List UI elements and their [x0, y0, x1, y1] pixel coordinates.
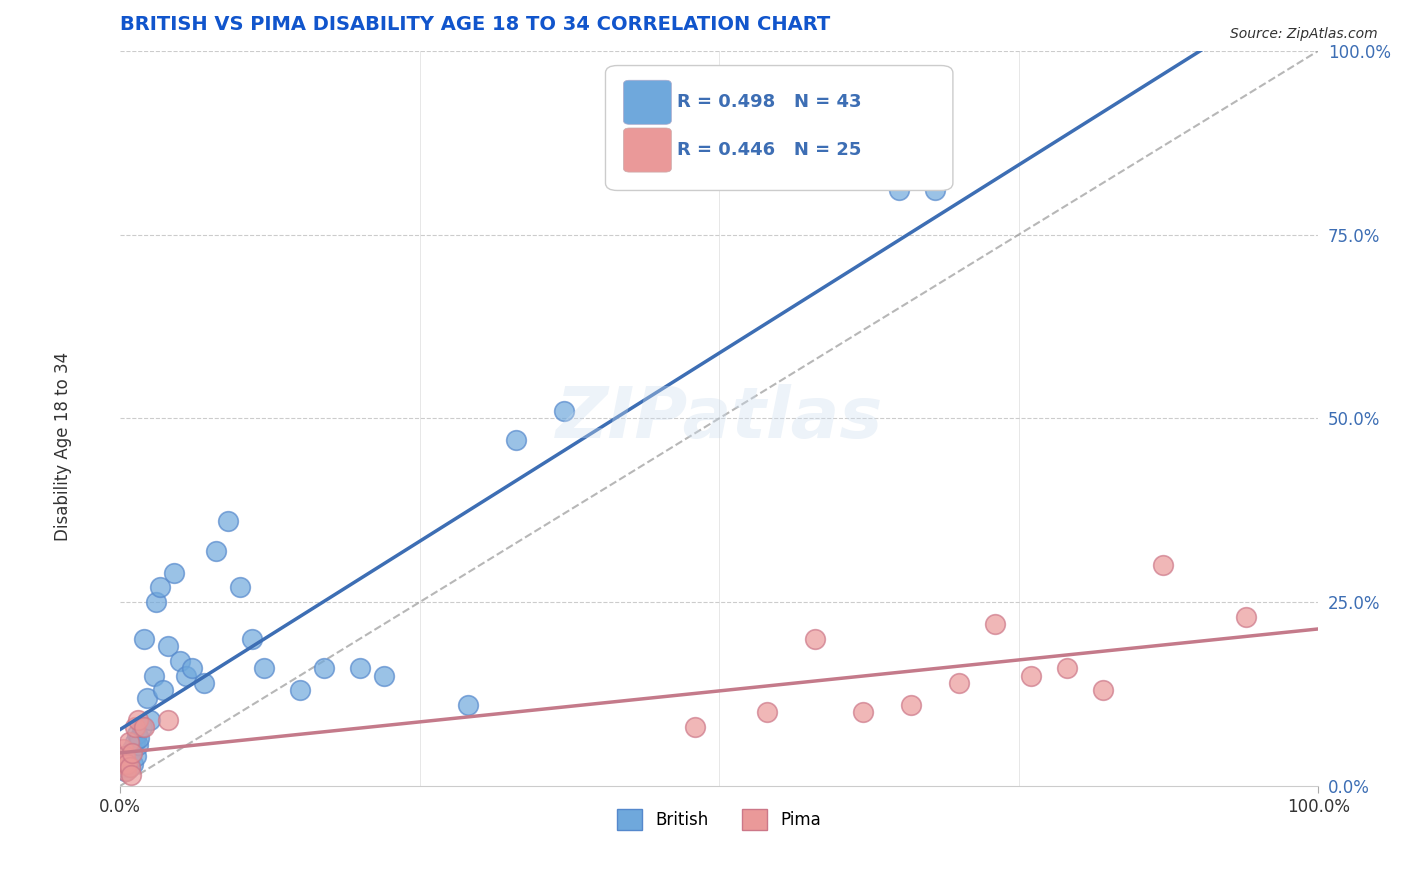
Point [115, 764, 138, 778]
Point [152, 683, 174, 698]
Point [120, 746, 142, 760]
Point [134, 720, 156, 734]
Point [349, 661, 371, 675]
Point [121, 746, 143, 760]
Point [163, 566, 186, 580]
Point [131, 720, 153, 734]
Point [112, 756, 135, 771]
Point [924, 184, 946, 198]
Point [122, 756, 145, 771]
Point [124, 720, 146, 734]
Point [124, 734, 146, 748]
Point [114, 764, 136, 778]
Text: R = 0.498   N = 43: R = 0.498 N = 43 [678, 94, 862, 112]
Point [253, 661, 276, 675]
Point [174, 668, 197, 682]
Point [112, 756, 135, 771]
Point [145, 595, 167, 609]
Point [157, 713, 180, 727]
Point [127, 739, 149, 753]
Point [1091, 683, 1114, 698]
Point [157, 639, 180, 653]
Point [240, 632, 263, 646]
Point [127, 713, 149, 727]
Point [118, 734, 141, 748]
Point [373, 668, 395, 682]
Point [205, 543, 228, 558]
Point [756, 706, 779, 720]
Point [900, 698, 922, 712]
Point [142, 668, 165, 682]
Point [111, 760, 134, 774]
Point [169, 654, 191, 668]
Point [120, 768, 142, 782]
Text: BRITISH VS PIMA DISABILITY AGE 18 TO 34 CORRELATION CHART: BRITISH VS PIMA DISABILITY AGE 18 TO 34 … [121, 15, 831, 34]
Point [118, 760, 141, 774]
Point [948, 676, 970, 690]
Point [685, 720, 707, 734]
FancyBboxPatch shape [623, 80, 672, 124]
Point [804, 632, 827, 646]
Text: Disability Age 18 to 34: Disability Age 18 to 34 [55, 351, 72, 541]
Point [1019, 668, 1042, 682]
Point [312, 661, 335, 675]
Point [1152, 558, 1174, 573]
Point [115, 753, 138, 767]
Legend: British, Pima: British, Pima [610, 803, 828, 836]
Point [217, 514, 239, 528]
Point [852, 706, 875, 720]
Point [135, 690, 157, 705]
Point [111, 742, 134, 756]
Point [229, 580, 252, 594]
Point [117, 749, 139, 764]
Point [149, 580, 172, 594]
Point [457, 698, 479, 712]
Point [125, 749, 148, 764]
Point [984, 617, 1007, 632]
Point [139, 713, 162, 727]
Point [1234, 609, 1257, 624]
Point [118, 760, 141, 774]
Point [181, 661, 204, 675]
Point [121, 742, 143, 756]
Point [118, 756, 141, 771]
Point [288, 683, 311, 698]
FancyBboxPatch shape [623, 128, 672, 172]
FancyBboxPatch shape [606, 65, 953, 191]
Point [887, 184, 910, 198]
Text: ZIPatlas: ZIPatlas [555, 384, 883, 453]
Point [128, 731, 150, 745]
Point [117, 756, 139, 771]
Point [505, 434, 527, 448]
Point [125, 727, 148, 741]
Text: R = 0.446   N = 25: R = 0.446 N = 25 [678, 141, 862, 159]
Point [1056, 661, 1078, 675]
Text: Source: ZipAtlas.com: Source: ZipAtlas.com [1230, 27, 1378, 41]
Point [114, 749, 136, 764]
Point [553, 404, 575, 418]
Point [193, 676, 215, 690]
Point [134, 632, 156, 646]
